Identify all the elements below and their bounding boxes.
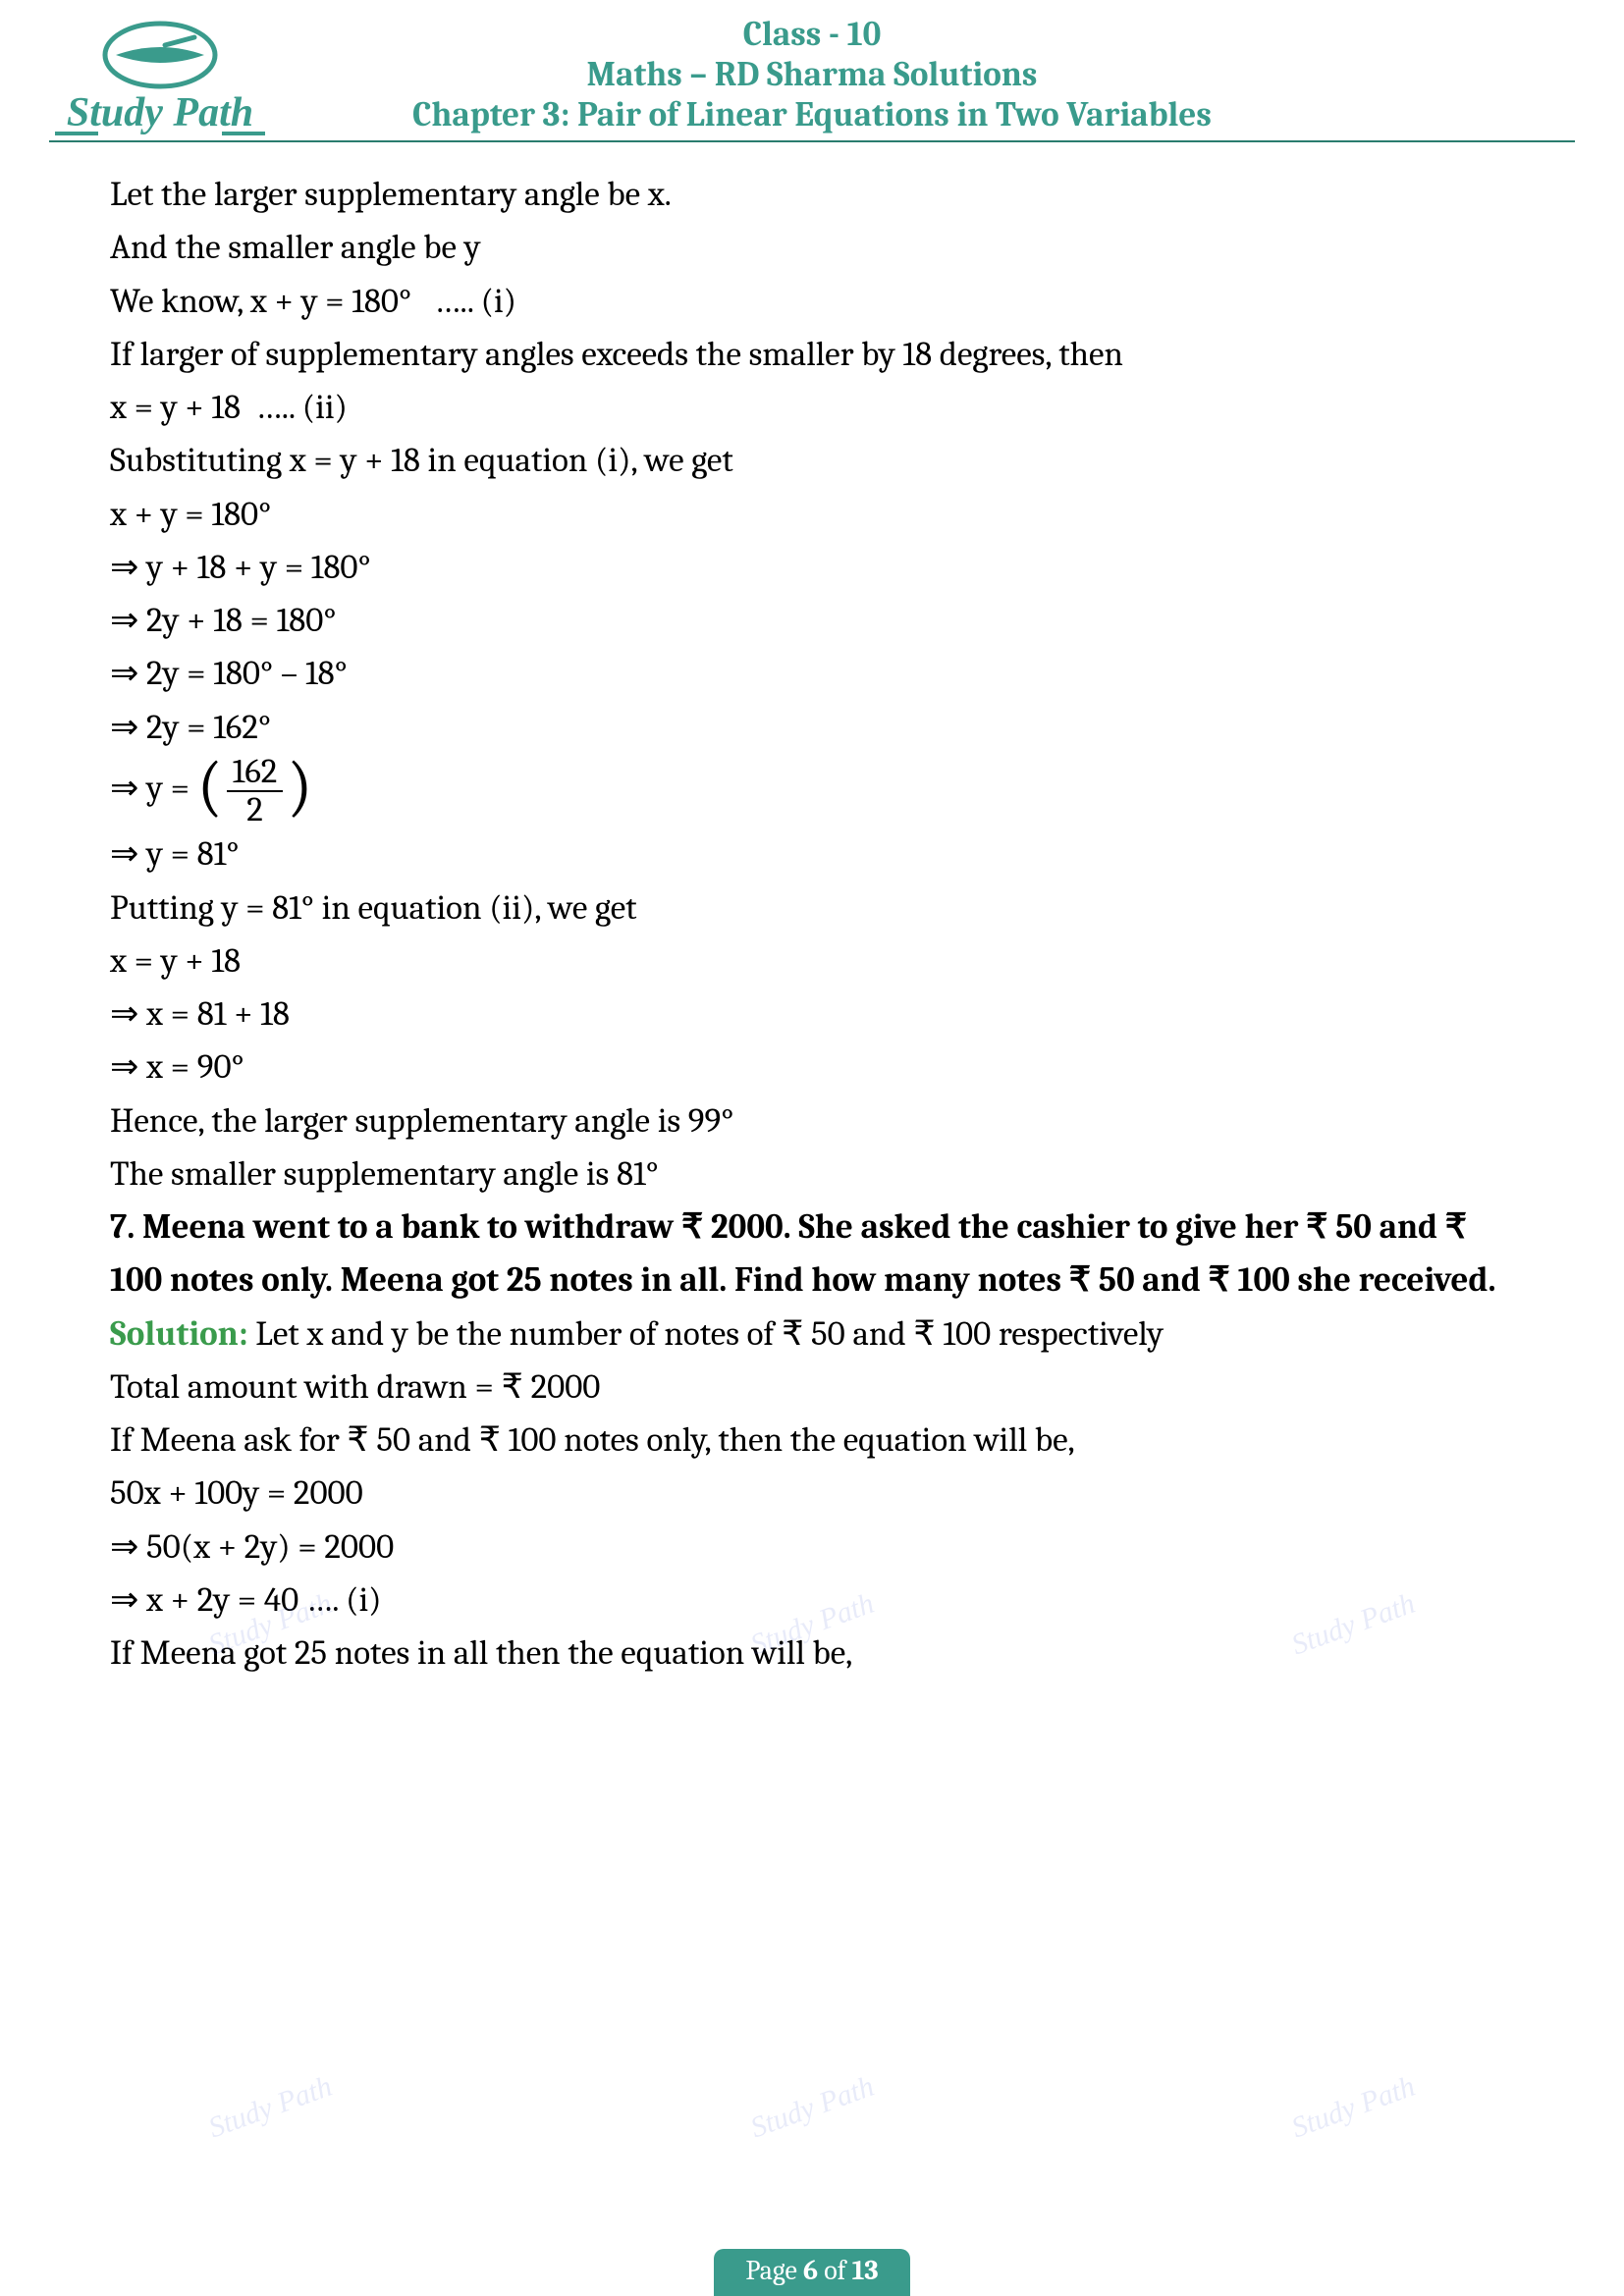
fraction-denominator: 2 bbox=[241, 792, 269, 828]
footer-current-page: 6 bbox=[803, 2255, 818, 2286]
watermark-icon: Study Path bbox=[204, 2070, 337, 2146]
equation-prefix: ⇒ y = bbox=[110, 768, 197, 808]
text-line: The smaller supplementary angle is 81° bbox=[110, 1148, 1526, 1201]
text-line: Total amount with drawn = ₹ 2000 bbox=[110, 1361, 1526, 1414]
logo: Study Path bbox=[47, 12, 273, 139]
equation-line: ⇒ y = 81° bbox=[110, 828, 1526, 881]
question-7: 7. Meena went to a bank to withdraw ₹ 20… bbox=[110, 1201, 1526, 1308]
equation-line: x = y + 18 bbox=[110, 934, 1526, 988]
equation-line: ⇒ x = 81 + 18 bbox=[110, 988, 1526, 1041]
text-line: If larger of supplementary angles exceed… bbox=[110, 328, 1526, 381]
header-divider bbox=[49, 140, 1575, 142]
equation-line: ⇒ 2y + 18 = 180° bbox=[110, 594, 1526, 647]
text-line: If Meena got 25 notes in all then the eq… bbox=[110, 1627, 1526, 1680]
text-line: And the smaller angle be y bbox=[110, 221, 1526, 274]
text-line: Let the larger supplementary angle be x. bbox=[110, 168, 1526, 221]
footer-infix: of bbox=[818, 2255, 852, 2286]
equation-line: ⇒ 50(x + 2y) = 2000 bbox=[110, 1521, 1526, 1574]
page-content: Let the larger supplementary angle be x.… bbox=[0, 152, 1624, 1680]
text-line: Hence, the larger supplementary angle is… bbox=[110, 1095, 1526, 1148]
equation-line: ⇒ x + 2y = 40 …. (i) bbox=[110, 1574, 1526, 1627]
equation-line: ⇒ 2y = 180° – 18° bbox=[110, 647, 1526, 700]
equation-line: ⇒ 2y = 162° bbox=[110, 701, 1526, 754]
page-header: Study Path Class - 10 Maths – RD Sharma … bbox=[0, 0, 1624, 152]
solution-label: Solution: bbox=[110, 1313, 248, 1354]
text-line: If Meena ask for ₹ 50 and ₹ 100 notes on… bbox=[110, 1414, 1526, 1467]
equation-fraction-line: ⇒ y = ( 162 2 ) bbox=[110, 754, 1526, 828]
watermark-icon: Study Path bbox=[1287, 2070, 1420, 2146]
paren-right-icon: ) bbox=[287, 760, 312, 813]
footer-total-pages: 13 bbox=[852, 2255, 879, 2286]
text-line: Let x and y be the number of notes of ₹ … bbox=[248, 1313, 1164, 1354]
equation-line: We know, x + y = 180° ….. (i) bbox=[110, 275, 1526, 328]
study-path-logo-icon: Study Path bbox=[47, 12, 273, 139]
footer-prefix: Page bbox=[745, 2255, 803, 2286]
equation-line: 50x + 100y = 2000 bbox=[110, 1467, 1526, 1520]
page-footer: Page 6 of 13 bbox=[0, 2249, 1624, 2296]
footer-band: Page 6 of 13 bbox=[714, 2249, 909, 2296]
equation-line: x + y = 180° bbox=[110, 488, 1526, 541]
equation-line: ⇒ y + 18 + y = 180° bbox=[110, 541, 1526, 594]
text-line: Putting y = 81° in equation (ii), we get bbox=[110, 881, 1526, 934]
equation-line: ⇒ x = 90° bbox=[110, 1041, 1526, 1094]
watermark-row-2: Study Path Study Path Study Path bbox=[0, 2091, 1624, 2124]
fraction-numerator: 162 bbox=[227, 754, 284, 792]
paren-left-icon: ( bbox=[197, 760, 223, 813]
fraction: ( 162 2 ) bbox=[197, 754, 313, 828]
watermark-icon: Study Path bbox=[746, 2070, 879, 2146]
text-line: Substituting x = y + 18 in equation (i),… bbox=[110, 434, 1526, 487]
equation-line: x = y + 18 ….. (ii) bbox=[110, 381, 1526, 434]
solution-intro: Solution: Let x and y be the number of n… bbox=[110, 1308, 1526, 1361]
svg-text:Study Path: Study Path bbox=[67, 90, 253, 135]
